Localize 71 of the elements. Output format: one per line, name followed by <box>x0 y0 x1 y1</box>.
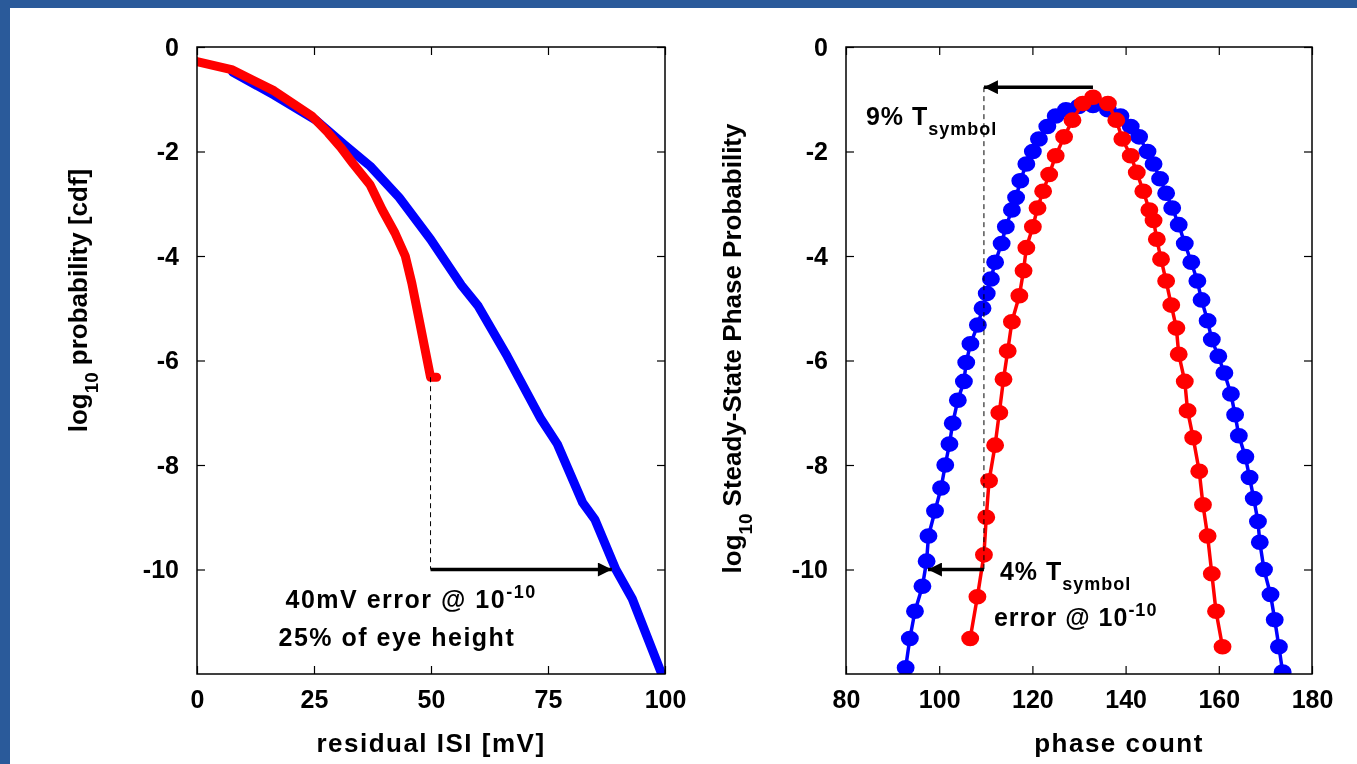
point <box>1046 147 1065 164</box>
point <box>986 437 1005 453</box>
y-tick-label: -10 <box>791 555 828 583</box>
point <box>1169 346 1188 362</box>
x-tick-label: 75 <box>534 684 563 713</box>
y-tick-label: -6 <box>156 346 179 374</box>
y-tick-label: -8 <box>805 450 829 479</box>
annotation: error @ 10$^{-10}$ <box>993 599 1158 631</box>
y-tick-label: -10 <box>142 555 179 583</box>
point <box>1127 164 1146 181</box>
point <box>968 588 987 605</box>
point <box>1162 297 1181 313</box>
point <box>1134 183 1153 199</box>
y-tick-label: -4 <box>805 241 829 270</box>
point <box>1144 212 1163 229</box>
y-tick-label: 0 <box>814 32 828 61</box>
point <box>1028 200 1047 216</box>
point <box>1055 129 1074 145</box>
point <box>1010 287 1029 304</box>
point <box>1178 402 1197 419</box>
point <box>1040 166 1059 183</box>
annotation: 4% T$_{symbol}$ <box>999 556 1132 594</box>
point <box>1202 565 1221 582</box>
point <box>1175 373 1194 390</box>
x-tick-label: 100 <box>644 684 687 713</box>
point <box>1098 95 1117 112</box>
point <box>1014 262 1033 279</box>
annotation: 40mV error @ 10$^{-10}$ <box>285 581 537 613</box>
x-tick-label: 120 <box>1012 684 1054 713</box>
annotation: 25% of eye height <box>278 622 516 651</box>
point <box>990 404 1009 421</box>
point <box>1023 218 1042 235</box>
point <box>1113 131 1132 147</box>
point <box>1198 528 1217 544</box>
x-tick-label: 0 <box>190 684 205 713</box>
point <box>1121 147 1140 164</box>
point <box>998 343 1017 359</box>
y-tick-label: -2 <box>156 137 179 165</box>
x-tick-label: 160 <box>1198 684 1241 713</box>
y-tick-label: -8 <box>156 450 180 479</box>
x-tick-label: 80 <box>832 684 861 713</box>
point <box>994 371 1013 388</box>
x-tick-label: 25 <box>300 684 329 713</box>
x-tick-label: 140 <box>1105 684 1147 713</box>
point <box>1034 183 1053 199</box>
point <box>1207 603 1225 620</box>
point <box>1213 639 1232 655</box>
point <box>1167 320 1186 336</box>
point <box>1157 273 1176 289</box>
y-tick-label: -4 <box>156 241 180 270</box>
point <box>980 472 999 489</box>
y-tick-label: 0 <box>165 32 179 61</box>
annotation: 9% T$_{symbol}$ <box>865 102 998 140</box>
y-tick-label: -6 <box>805 346 828 374</box>
x-axis-title: residual ISI [mV] <box>316 728 546 758</box>
point <box>1190 463 1209 480</box>
x-tick-label: 100 <box>918 684 961 713</box>
point <box>1107 112 1126 128</box>
point <box>1017 239 1036 256</box>
point <box>1147 231 1166 248</box>
point <box>1063 112 1082 128</box>
point <box>1084 89 1102 105</box>
point <box>1194 496 1212 513</box>
point <box>1152 251 1170 267</box>
point <box>1002 314 1021 330</box>
x-tick-label: 50 <box>417 684 446 713</box>
x-tick-label: 180 <box>1291 684 1334 713</box>
y-tick-label: -2 <box>805 137 828 165</box>
x-axis-title: phase count <box>1034 728 1204 758</box>
point <box>1184 430 1203 446</box>
point <box>961 630 980 647</box>
